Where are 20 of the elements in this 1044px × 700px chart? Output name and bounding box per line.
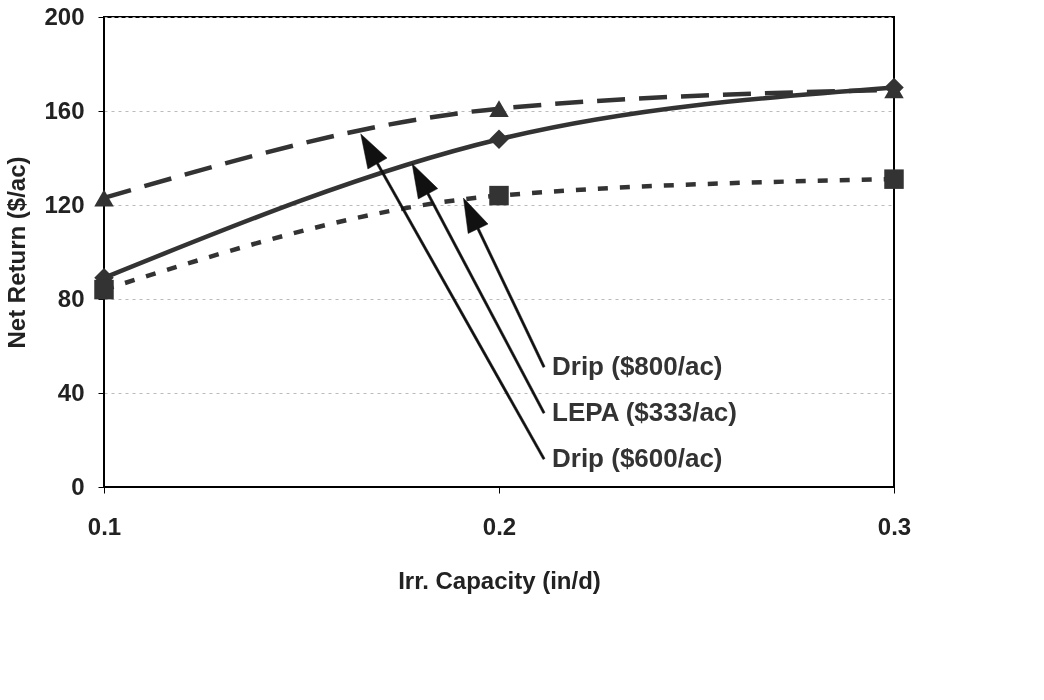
point bbox=[489, 129, 509, 149]
x-tick-label: 0.2 bbox=[482, 512, 517, 540]
y-tick-label: 200 bbox=[44, 2, 85, 30]
point bbox=[884, 169, 904, 189]
y-tick-label: 80 bbox=[57, 284, 85, 312]
point bbox=[94, 279, 114, 300]
x-axis-title: Irr. Capacity (in/d) bbox=[398, 566, 601, 594]
y-axis-title: Net Return ($/ac) bbox=[3, 156, 31, 349]
point bbox=[489, 185, 509, 206]
x-tick-label: 0.1 bbox=[87, 512, 122, 540]
y-tick-label: 40 bbox=[57, 378, 85, 406]
point bbox=[489, 100, 509, 118]
annotation: Drip ($800/ac) bbox=[552, 351, 723, 381]
annotation: LEPA ($333/ac) bbox=[552, 397, 737, 427]
x-tick-label: 0.3 bbox=[877, 512, 912, 540]
y-tick-label: 0 bbox=[71, 472, 85, 500]
y-tick-label: 120 bbox=[44, 190, 85, 218]
point bbox=[94, 189, 114, 207]
annotation: Drip ($600/ac) bbox=[552, 443, 723, 473]
y-tick-label: 160 bbox=[44, 96, 85, 124]
